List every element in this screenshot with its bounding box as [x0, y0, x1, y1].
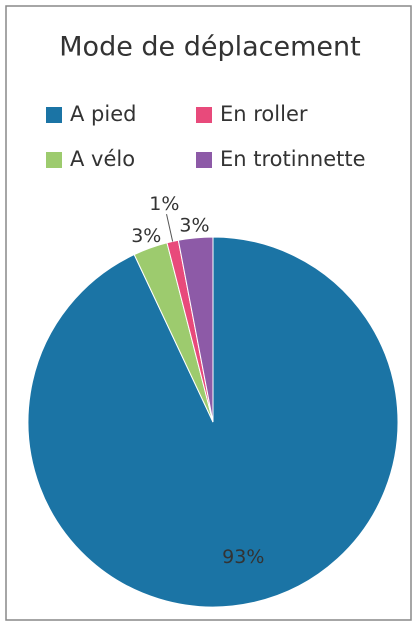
legend-label: En roller [220, 102, 308, 126]
data-label: 3% [131, 225, 161, 247]
legend-label: En trotinnette [220, 147, 366, 171]
data-label: 93% [222, 546, 264, 568]
legend-swatch [196, 107, 212, 123]
chart-title: Mode de déplacement [59, 32, 360, 63]
legend-swatch [196, 152, 212, 168]
legend-label: A vélo [70, 147, 135, 171]
pie-slice [177, 236, 214, 423]
leader-line [166, 214, 174, 242]
data-label: 1% [149, 193, 179, 215]
data-label: 3% [179, 214, 209, 236]
legend-label: A pied [70, 102, 136, 126]
legend-swatch [46, 152, 62, 168]
legend-swatch [46, 107, 62, 123]
